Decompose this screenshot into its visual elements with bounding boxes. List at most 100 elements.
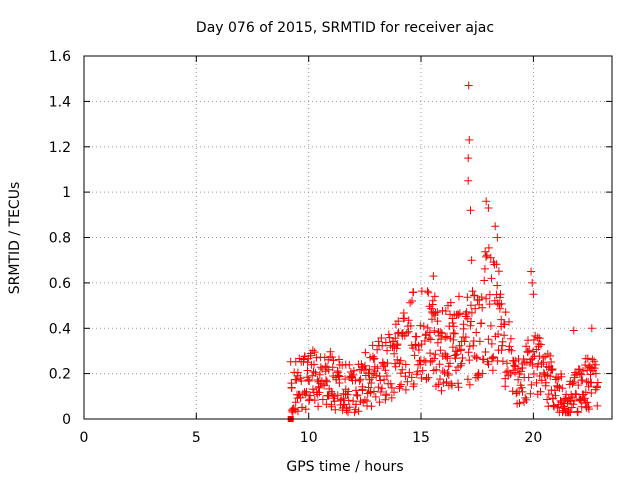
data-point	[395, 382, 404, 391]
data-point	[383, 359, 392, 368]
data-point	[352, 390, 361, 399]
data-point	[446, 359, 454, 368]
data-point	[314, 402, 323, 411]
data-point	[304, 375, 313, 384]
data-point	[401, 372, 410, 381]
data-point	[345, 360, 354, 369]
data-point	[303, 366, 312, 375]
data-point	[430, 354, 439, 363]
data-point	[376, 388, 385, 396]
data-point	[482, 294, 491, 303]
data-point	[437, 386, 446, 395]
data-point	[297, 377, 306, 385]
data-point	[361, 361, 369, 370]
data-point	[475, 337, 484, 346]
data-point	[330, 397, 339, 406]
data-point	[488, 366, 497, 375]
y-tick-label: 0.4	[49, 321, 71, 337]
data-point	[310, 348, 319, 357]
data-point	[467, 301, 475, 310]
data-point	[547, 358, 556, 366]
plot-frame	[83, 55, 613, 420]
data-point	[591, 385, 600, 394]
data-point	[581, 388, 590, 397]
data-point	[553, 403, 562, 412]
data-point	[310, 396, 319, 405]
data-point	[404, 327, 413, 336]
data-point	[448, 343, 457, 352]
data-point	[577, 370, 586, 379]
data-point	[470, 291, 479, 300]
data-point	[523, 348, 532, 357]
data-point	[400, 314, 409, 323]
data-point	[390, 388, 398, 397]
data-point	[460, 337, 469, 346]
data-point	[543, 395, 552, 404]
data-point	[529, 370, 538, 378]
data-point	[387, 383, 396, 392]
data-point	[434, 380, 443, 389]
data-point-peak	[529, 290, 538, 299]
data-point	[593, 401, 602, 410]
data-point	[378, 384, 386, 393]
data-point	[423, 287, 432, 296]
data-point	[506, 334, 515, 343]
data-point	[494, 330, 503, 339]
data-point	[536, 340, 545, 349]
data-point	[591, 369, 600, 378]
data-point	[449, 335, 458, 344]
data-point	[391, 362, 400, 371]
data-point	[293, 407, 302, 416]
data-point	[551, 391, 560, 400]
data-point	[484, 335, 493, 344]
data-point	[494, 267, 503, 276]
data-point	[356, 375, 365, 384]
data-point	[295, 390, 304, 399]
data-point	[517, 367, 525, 376]
data-point	[403, 377, 412, 386]
data-point	[533, 333, 542, 342]
y-tick-label: 1.6	[49, 49, 71, 65]
x-axis-label: GPS time / hours	[286, 459, 403, 475]
data-point	[318, 395, 327, 404]
data-point	[344, 387, 353, 396]
data-point	[312, 353, 321, 362]
y-tick-label: 1.4	[49, 94, 71, 110]
data-point	[353, 391, 362, 400]
chart-title: Day 076 of 2015, SRMTID for receiver aja…	[196, 20, 494, 36]
data-point	[405, 368, 414, 377]
data-point	[451, 354, 460, 363]
data-point	[541, 378, 550, 387]
data-point	[515, 399, 524, 408]
data-point	[443, 369, 452, 378]
data-point	[454, 383, 463, 392]
data-point	[454, 310, 463, 319]
data-point	[381, 395, 390, 404]
data-point	[374, 383, 383, 392]
data-point	[537, 360, 546, 369]
data-point	[387, 393, 396, 402]
data-point	[375, 372, 384, 381]
data-point	[367, 379, 376, 387]
data-point	[579, 367, 587, 375]
data-point	[443, 332, 451, 341]
data-point	[398, 365, 407, 374]
data-point	[532, 378, 541, 387]
data-point	[463, 375, 472, 384]
data-point	[500, 331, 509, 340]
data-point	[423, 323, 432, 332]
data-point	[370, 387, 378, 396]
data-point	[484, 243, 493, 252]
data-point	[409, 288, 418, 297]
data-point	[406, 321, 415, 330]
data-point	[335, 355, 343, 364]
data-point	[472, 328, 481, 337]
data-point	[334, 371, 343, 380]
data-point	[438, 329, 446, 338]
data-point	[390, 349, 399, 358]
data-point	[378, 341, 387, 350]
data-point	[402, 329, 411, 337]
data-point	[370, 354, 379, 363]
data-point	[393, 355, 402, 364]
data-point	[502, 368, 511, 377]
